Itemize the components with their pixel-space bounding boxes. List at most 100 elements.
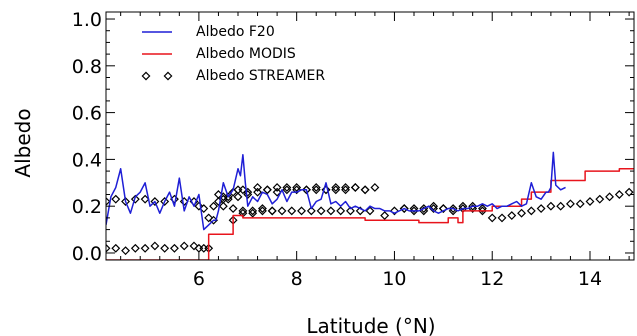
streamer-point bbox=[409, 204, 419, 213]
streamer-point bbox=[487, 213, 497, 223]
streamer-point bbox=[336, 206, 346, 216]
x-axis-title: Latitude (°N) bbox=[306, 314, 435, 336]
streamer-point bbox=[297, 206, 307, 216]
streamer-point bbox=[233, 185, 243, 195]
streamer-point bbox=[218, 201, 228, 211]
streamer-point bbox=[267, 206, 277, 216]
streamer-point bbox=[311, 185, 321, 195]
streamer-point bbox=[282, 185, 292, 195]
legend-item-albedo-modis: Albedo MODIS bbox=[142, 46, 296, 62]
streamer-point bbox=[438, 204, 448, 213]
streamer-point bbox=[179, 241, 189, 251]
series-line-albedo-f20 bbox=[106, 151, 566, 231]
streamer-point bbox=[350, 183, 360, 192]
streamer-point bbox=[194, 201, 204, 211]
legend-label: Albedo F20 bbox=[196, 24, 275, 40]
streamer-point bbox=[292, 185, 302, 195]
streamer-point bbox=[272, 183, 282, 192]
streamer-point bbox=[409, 206, 419, 216]
streamer-point bbox=[140, 243, 150, 253]
streamer-point bbox=[209, 201, 219, 211]
streamer-point bbox=[306, 206, 316, 216]
streamer-point bbox=[106, 197, 111, 206]
streamer-point bbox=[160, 243, 170, 253]
streamer-point bbox=[223, 194, 233, 204]
streamer-point bbox=[121, 246, 131, 256]
y-axis-title: Albedo bbox=[11, 108, 35, 177]
streamer-point bbox=[341, 183, 351, 192]
ticks-layer: 6 8 10 12 14 0.0 0.2 0.4 0.6 0.8 1.0 bbox=[72, 9, 634, 290]
streamer-point bbox=[150, 241, 160, 251]
streamer-point bbox=[585, 197, 595, 206]
streamer-point bbox=[248, 208, 258, 218]
streamer-point bbox=[448, 204, 458, 213]
legend-item-albedo-streamer: Albedo STREAMER bbox=[141, 68, 325, 84]
streamer-point bbox=[160, 197, 170, 206]
streamer-point bbox=[605, 192, 615, 202]
y-tick-label: 0.0 bbox=[72, 243, 102, 265]
streamer-point bbox=[556, 201, 566, 211]
streamer-point bbox=[140, 194, 150, 204]
streamer-point bbox=[243, 187, 253, 197]
streamer-point bbox=[277, 206, 287, 216]
streamer-point bbox=[341, 185, 351, 195]
streamer-point bbox=[121, 197, 131, 206]
streamer-point bbox=[360, 185, 370, 195]
streamer-point bbox=[517, 208, 527, 218]
streamer-point bbox=[458, 201, 468, 211]
series-line-albedo-modis bbox=[106, 168, 634, 260]
legend-label: Albedo MODIS bbox=[196, 46, 296, 62]
streamer-point bbox=[272, 187, 282, 197]
streamer-point bbox=[228, 204, 238, 213]
streamer-point bbox=[331, 183, 341, 192]
streamer-point bbox=[199, 243, 209, 253]
legend-item-albedo-f20: Albedo F20 bbox=[142, 24, 275, 40]
streamer-point bbox=[595, 194, 605, 204]
streamer-point bbox=[477, 204, 487, 213]
streamer-point bbox=[370, 183, 380, 192]
streamer-point bbox=[238, 206, 248, 216]
x-tick-label: 10 bbox=[382, 268, 406, 290]
streamer-point bbox=[331, 185, 341, 195]
streamer-point bbox=[575, 199, 585, 209]
streamer-point bbox=[292, 183, 302, 192]
streamer-point bbox=[106, 243, 111, 253]
streamer-point bbox=[248, 206, 258, 216]
streamer-point bbox=[189, 241, 199, 251]
streamer-point bbox=[301, 185, 311, 195]
streamer-point bbox=[111, 194, 121, 204]
streamer-point bbox=[130, 194, 140, 204]
streamer-point bbox=[243, 190, 253, 199]
streamer-point bbox=[565, 199, 575, 209]
streamer-point bbox=[257, 204, 267, 213]
streamer-point bbox=[111, 243, 121, 253]
y-tick-label: 0.6 bbox=[72, 103, 102, 125]
streamer-point bbox=[507, 211, 517, 220]
streamer-point bbox=[380, 211, 390, 220]
x-tick-label: 14 bbox=[578, 268, 602, 290]
streamer-point bbox=[282, 183, 292, 192]
streamer-point bbox=[365, 206, 375, 216]
streamer-point bbox=[468, 201, 478, 211]
streamer-point bbox=[253, 183, 263, 192]
streamer-point bbox=[194, 243, 204, 253]
series-layer bbox=[106, 151, 634, 260]
streamer-point bbox=[624, 187, 634, 197]
streamer-point bbox=[316, 206, 326, 216]
legend: Albedo F20 Albedo MODIS Albedo STREAMER bbox=[141, 24, 325, 84]
x-tick-label: 12 bbox=[480, 268, 504, 290]
y-tick-label: 0.8 bbox=[72, 56, 102, 78]
streamer-point bbox=[345, 206, 355, 216]
streamer-point bbox=[326, 206, 336, 216]
legend-label: Albedo STREAMER bbox=[196, 68, 325, 84]
streamer-point bbox=[262, 185, 272, 195]
streamer-point bbox=[233, 192, 243, 202]
axes-layer bbox=[105, 11, 635, 261]
streamer-point bbox=[526, 206, 536, 216]
y-tick-label: 1.0 bbox=[72, 9, 102, 31]
streamer-point bbox=[497, 213, 507, 223]
y-tick-label: 0.4 bbox=[72, 149, 102, 171]
streamer-point bbox=[399, 204, 409, 213]
streamer-point bbox=[204, 213, 214, 223]
